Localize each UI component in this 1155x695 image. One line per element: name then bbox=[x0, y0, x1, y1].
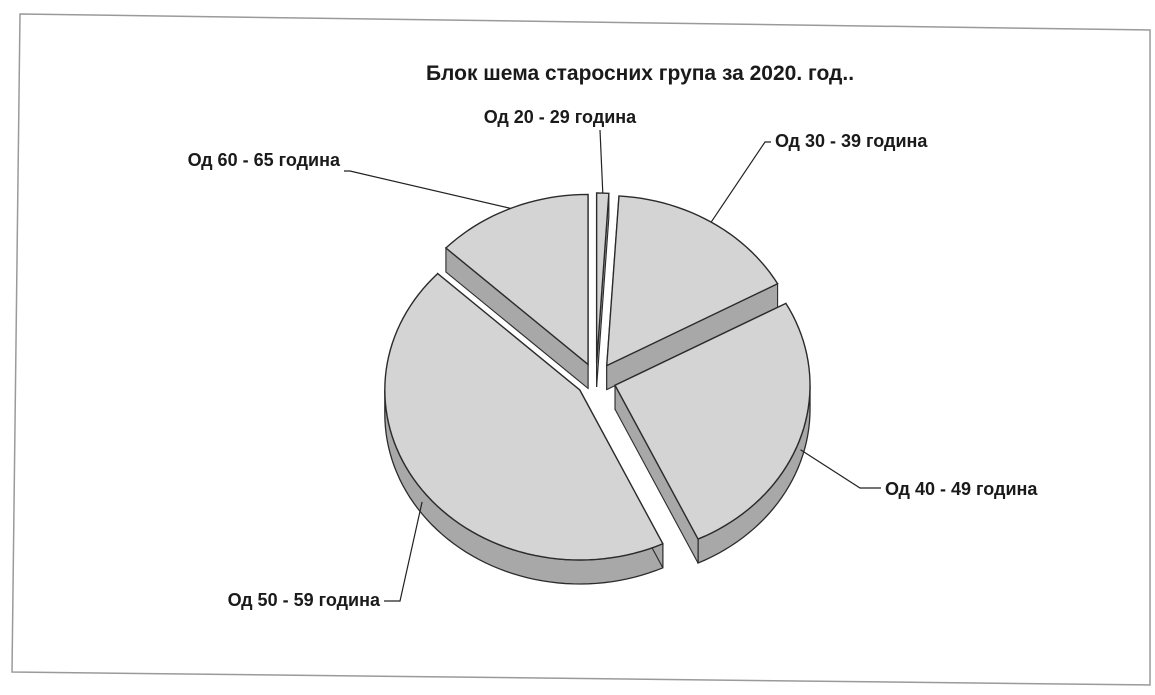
leader-line-40-49 bbox=[800, 449, 881, 489]
leader-line-60-65 bbox=[344, 170, 511, 209]
pie-slice-50-59 bbox=[384, 272, 664, 585]
slice-label-40-49: Од 40 - 49 година bbox=[885, 479, 1038, 499]
pie-slice-top-40-49 bbox=[614, 302, 811, 540]
pie-slice-top-30-39 bbox=[605, 195, 779, 367]
pie-slice-40-49 bbox=[614, 302, 811, 565]
slice-label-20-29: Од 20 - 29 година bbox=[484, 107, 637, 127]
slice-label-60-65: Од 60 - 65 година bbox=[188, 150, 341, 170]
pie-slice-top-20-29 bbox=[595, 192, 610, 364]
chart-title: Блок шема старосних група за 2020. год.. bbox=[426, 62, 854, 85]
pie-slice-60-65 bbox=[444, 193, 589, 390]
pie-slice-20-29 bbox=[595, 192, 610, 388]
slice-label-30-39: Од 30 - 39 година bbox=[775, 131, 928, 151]
pie-slice-top-50-59 bbox=[384, 272, 664, 561]
pie-slice-30-39 bbox=[605, 195, 779, 391]
leader-line-30-39 bbox=[710, 141, 771, 223]
leader-line-20-29 bbox=[599, 129, 604, 194]
pie-slice-top-60-65 bbox=[444, 193, 589, 366]
chart-border bbox=[11, 13, 1151, 686]
leader-line-50-59 bbox=[384, 501, 423, 602]
slice-label-50-59: Од 50 - 59 година bbox=[228, 590, 381, 610]
